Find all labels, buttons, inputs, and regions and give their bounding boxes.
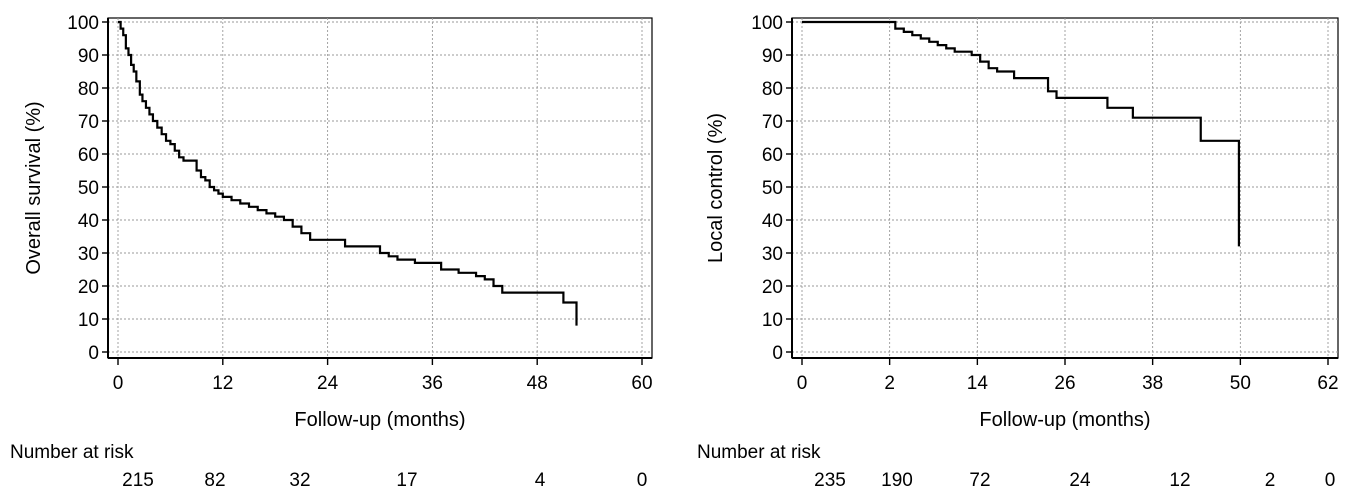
y-tick-label: 50 xyxy=(78,178,99,199)
x-tick-label: 14 xyxy=(967,373,989,394)
x-tick-label: 26 xyxy=(1054,373,1075,394)
y-tick-label: 60 xyxy=(762,145,783,166)
x-tick-label: 50 xyxy=(1230,373,1251,394)
y-tick-label: 70 xyxy=(78,112,99,133)
number-at-risk-value: 32 xyxy=(289,470,310,491)
x-tick-label: 62 xyxy=(1317,373,1338,394)
x-tick-label: 38 xyxy=(1142,373,1163,394)
number-at-risk-value: 2 xyxy=(1265,470,1276,491)
y-tick-label: 90 xyxy=(762,46,783,67)
x-tick-label: 48 xyxy=(527,373,548,394)
y-tick-label: 10 xyxy=(78,310,99,331)
x-tick-label: 0 xyxy=(113,373,124,394)
number-at-risk-value: 12 xyxy=(1169,470,1190,491)
y-axis-label: Local control (%) xyxy=(705,113,727,263)
y-tick-label: 80 xyxy=(78,79,99,100)
x-axis-label: Follow-up (months) xyxy=(979,409,1150,431)
x-tick-label: 60 xyxy=(631,373,652,394)
number-at-risk-value: 82 xyxy=(204,470,225,491)
number-at-risk-title: Number at risk xyxy=(697,442,821,463)
number-at-risk-value: 0 xyxy=(637,470,648,491)
x-tick-label: 12 xyxy=(212,373,233,394)
y-tick-label: 80 xyxy=(762,79,783,100)
km-curve-series-0 xyxy=(118,20,578,326)
y-tick-label: 60 xyxy=(78,145,99,166)
x-tick-label: 2 xyxy=(884,373,895,394)
y-tick-label: 70 xyxy=(762,112,783,133)
y-tick-label: 0 xyxy=(88,343,99,364)
number-at-risk-value: 72 xyxy=(969,470,990,491)
x-tick-label: 24 xyxy=(317,373,339,394)
number-at-risk-value: 24 xyxy=(1069,470,1091,491)
y-tick-label: 20 xyxy=(78,277,99,298)
y-tick-label: 50 xyxy=(762,178,783,199)
y-tick-label: 100 xyxy=(751,13,783,34)
number-at-risk-value: 235 xyxy=(814,470,846,491)
number-at-risk-value: 190 xyxy=(881,470,913,491)
y-tick-label: 0 xyxy=(772,343,783,364)
y-tick-label: 10 xyxy=(762,310,783,331)
x-axis-label: Follow-up (months) xyxy=(294,409,465,431)
x-tick-label: 36 xyxy=(422,373,443,394)
number-at-risk-value: 215 xyxy=(122,470,154,491)
x-tick-label: 0 xyxy=(797,373,808,394)
y-tick-label: 20 xyxy=(762,277,783,298)
y-axis-label: Overall survival (%) xyxy=(23,101,45,274)
plot-frame xyxy=(107,17,653,359)
number-at-risk-title: Number at risk xyxy=(10,442,134,463)
y-tick-label: 100 xyxy=(67,13,99,34)
number-at-risk-value: 0 xyxy=(1325,470,1336,491)
y-tick-label: 40 xyxy=(762,211,783,232)
y-tick-label: 30 xyxy=(78,244,99,265)
km-curve-series-0 xyxy=(802,20,1241,247)
y-tick-label: 90 xyxy=(78,46,99,67)
y-tick-label: 40 xyxy=(78,211,99,232)
y-tick-label: 30 xyxy=(762,244,783,265)
number-at-risk-value: 17 xyxy=(396,470,417,491)
number-at-risk-value: 4 xyxy=(535,470,546,491)
